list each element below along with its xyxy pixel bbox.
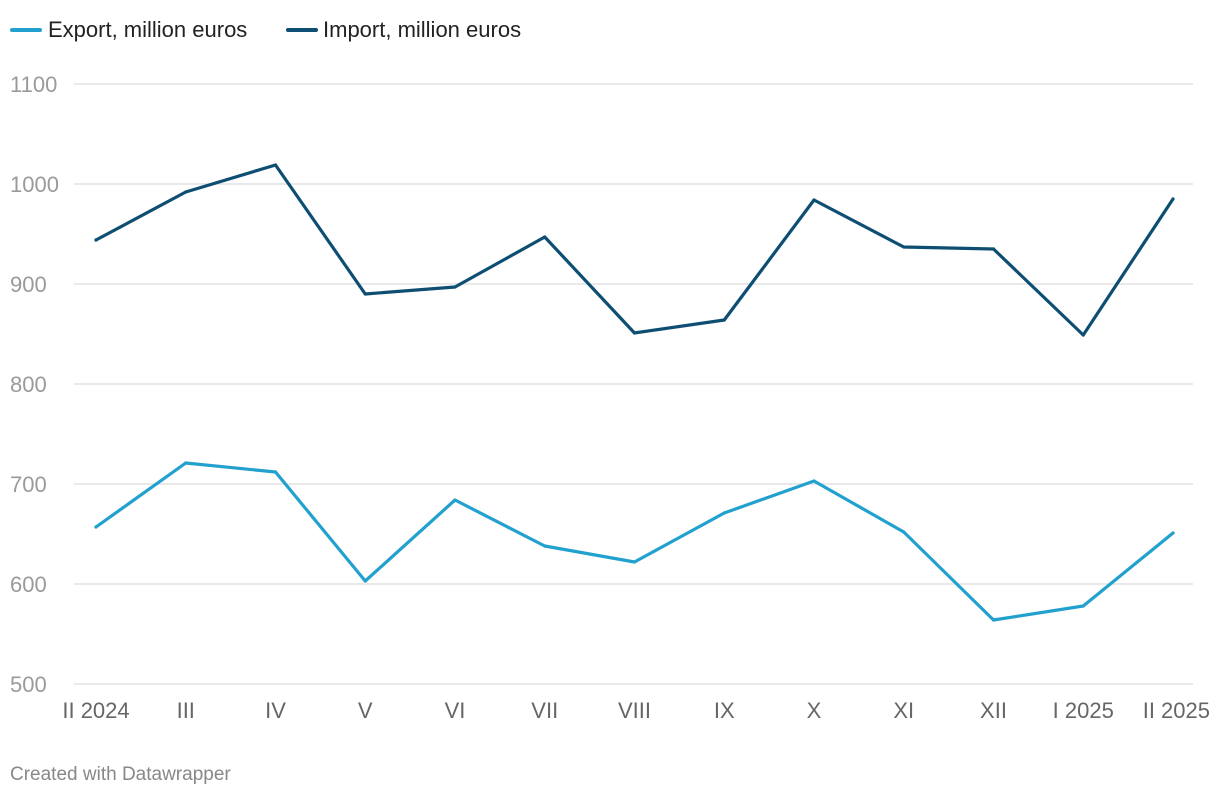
import-point-vii [543,235,547,239]
x-tick-label-iii: III [177,698,195,723]
x-tick-label-iv: IV [265,698,286,723]
x-tick-label-ix: IX [714,698,735,723]
import-point-xii [991,247,996,251]
export-point-x [812,479,816,483]
y-tick-label-1100: 1100 [10,72,57,97]
import-point-i-2025 [1081,333,1085,337]
y-tick-label-700: 700 [10,472,47,497]
y-axis: 500 600 700 800 900 1000 1100 [10,72,59,697]
y-tick-label-900: 900 [10,272,47,297]
y-tick-label-1000: 1000 [10,172,59,197]
y-tick-label-800: 800 [10,372,47,397]
x-tick-label-vii: VII [531,698,558,723]
gridlines [74,83,1193,685]
x-axis: II 2024 III IV V VI VII VIII IX X XI XII I 2025 II 2… [62,698,1210,723]
import-point-ii-2024 [94,238,98,242]
export-point-vi [453,498,457,502]
x-tick-label-vi: VI [445,698,466,723]
x-tick-label-ii-2025: II 2025 [1143,698,1210,723]
import-point-vi [453,285,457,289]
x-tick-label-x: X [807,698,822,723]
export-point-iii [184,461,188,465]
export-point-v [363,579,367,583]
import-point-x [812,198,816,202]
import-point-xi [902,245,906,249]
import-point-ix [722,318,726,322]
export-point-xi [902,530,906,534]
import-point-viii [632,331,637,335]
footer-credit: Created with Datawrapper [10,764,231,785]
export-series-line [94,461,1175,622]
export-point-xii [991,618,996,622]
export-point-ii-2024 [94,525,98,529]
y-tick-label-500: 500 [10,672,47,697]
legend-label-import: Import, million euros [323,17,521,42]
export-point-iv [273,470,278,474]
legend: Export, million euros Import, million eu… [10,17,521,42]
export-point-i-2025 [1081,604,1085,608]
legend-label-export: Export, million euros [48,17,247,42]
import-point-iv [273,163,278,167]
export-point-vii [543,544,547,548]
import-point-ii-2025 [1171,197,1175,201]
x-tick-label-i-2025: I 2025 [1053,698,1114,723]
x-tick-label-xii: XII [980,698,1007,723]
y-tick-label-600: 600 [10,572,47,597]
x-tick-label-v: V [358,698,373,723]
x-tick-label-viii: VIII [618,698,651,723]
export-point-ii-2025 [1171,531,1175,535]
series-lines [94,163,1175,622]
import-series-line [94,163,1175,337]
x-tick-label-xi: XI [893,698,914,723]
import-point-iii [184,190,188,194]
export-point-viii [632,560,637,564]
x-tick-label-ii-2024: II 2024 [62,698,129,723]
import-point-v [363,292,367,296]
export-point-ix [722,511,726,515]
